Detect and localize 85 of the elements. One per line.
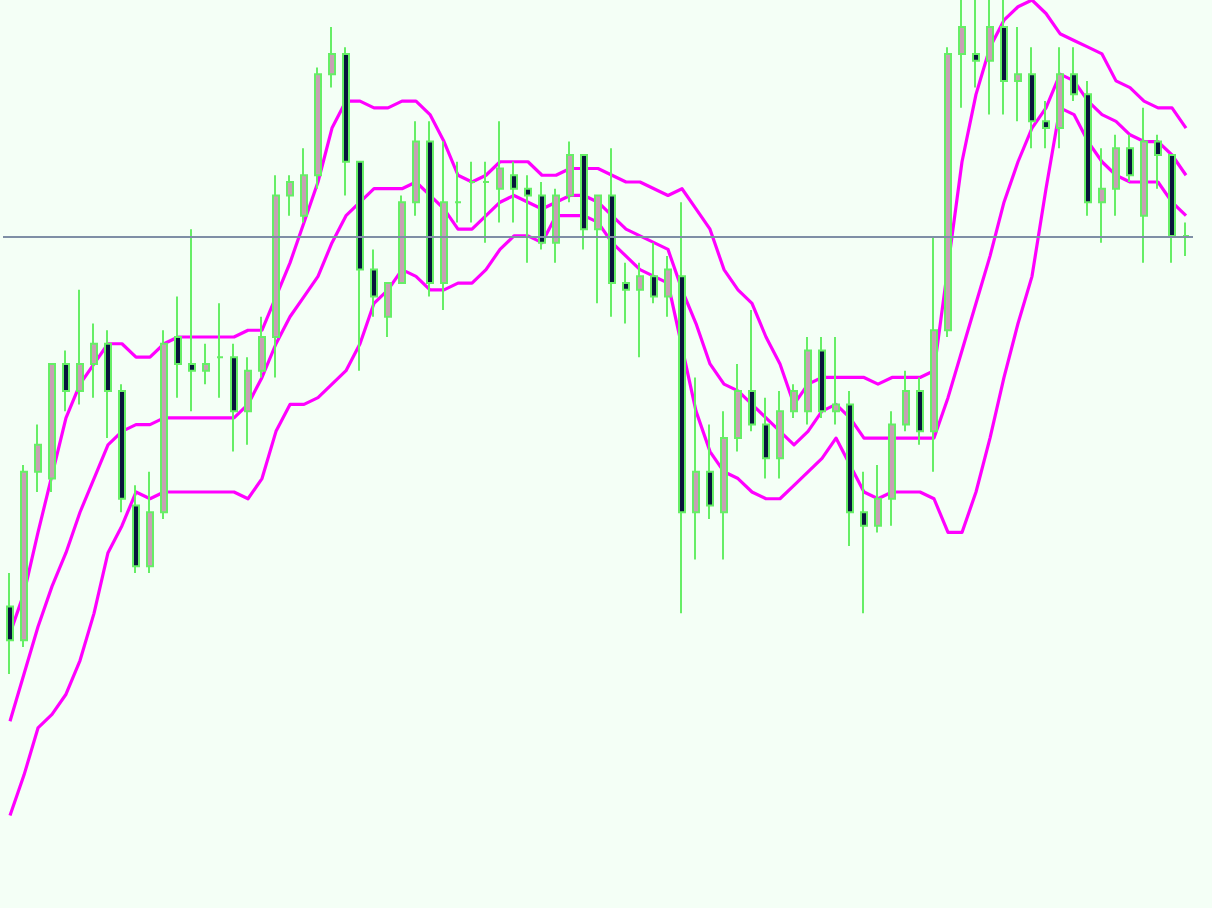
candlestick — [314, 66, 322, 190]
candlestick — [230, 342, 238, 453]
candlestick — [146, 470, 154, 574]
candlestick — [622, 261, 630, 325]
candlestick — [286, 174, 294, 217]
candlestick — [790, 383, 798, 419]
candlestick — [692, 376, 700, 561]
candlestick — [804, 336, 812, 426]
candlestick — [510, 160, 518, 224]
candlestick — [398, 194, 406, 285]
candlestick — [20, 464, 28, 649]
candlestick — [328, 25, 336, 89]
candlestick — [608, 147, 616, 318]
candlestick — [846, 389, 854, 547]
candlestick — [888, 410, 896, 527]
candlestick — [538, 180, 546, 251]
candlestick — [916, 376, 924, 446]
candlestick — [118, 383, 126, 514]
candlestick — [1168, 154, 1176, 264]
candlestick — [482, 160, 490, 244]
candlestick — [132, 484, 140, 574]
candlestick — [1098, 147, 1106, 244]
candlestick — [48, 362, 56, 494]
candlestick — [202, 342, 210, 386]
candlestick — [426, 120, 434, 298]
candlestick — [776, 389, 784, 480]
candlestick — [188, 228, 196, 413]
candlestick — [300, 147, 308, 224]
candlestick — [552, 187, 560, 264]
candlestick — [1056, 46, 1064, 150]
candlestick — [1182, 221, 1190, 258]
candlestick — [650, 241, 658, 305]
candlestick — [412, 120, 420, 217]
candlestick — [174, 295, 182, 399]
candlestick — [454, 160, 462, 224]
candlestick — [734, 362, 742, 453]
candlestick — [258, 315, 266, 379]
candlestick — [1112, 133, 1120, 217]
candlestick — [762, 396, 770, 480]
candlestick — [76, 288, 84, 406]
candlestick — [104, 329, 112, 440]
candlestick — [160, 329, 168, 520]
candlestick — [1070, 46, 1078, 103]
candlestick — [972, 0, 980, 89]
candlestick — [468, 160, 476, 224]
candlestick — [524, 174, 532, 264]
candlestick — [860, 470, 868, 615]
candlestick — [370, 248, 378, 318]
candlestick — [1000, 0, 1008, 116]
candlestick — [706, 423, 714, 520]
candlestick — [34, 423, 42, 494]
candlestick — [818, 336, 826, 419]
candlestick — [440, 140, 448, 312]
candlestick — [944, 46, 952, 338]
candlestick — [832, 336, 840, 426]
candlestick — [1140, 106, 1148, 264]
candlestick — [356, 160, 364, 372]
candlestick — [90, 322, 98, 399]
candlestick — [748, 309, 756, 433]
candlestick — [1154, 133, 1162, 190]
candlestick — [958, 0, 966, 109]
candlestick — [636, 261, 644, 359]
candlestick — [272, 174, 280, 379]
candlestick — [342, 46, 350, 197]
candlestick — [930, 234, 938, 473]
candlestick — [1028, 46, 1036, 150]
candlestick — [580, 154, 588, 251]
candlestick — [244, 356, 252, 446]
candlestick — [678, 201, 686, 615]
candlestick — [496, 120, 504, 224]
candlestick — [6, 571, 14, 675]
candlestick — [902, 369, 910, 433]
candlestick — [986, 0, 994, 116]
candlestick — [62, 349, 70, 413]
candlestick — [1042, 100, 1050, 150]
candlestick — [1084, 79, 1092, 217]
candlestick — [594, 194, 602, 305]
candlestick — [566, 140, 574, 204]
candlestick — [1014, 25, 1022, 123]
candlestick — [720, 410, 728, 561]
candlestick — [216, 302, 224, 399]
candlestick — [664, 255, 672, 318]
candlestick — [1126, 133, 1134, 183]
candlestick — [384, 282, 392, 338]
candlestick — [874, 464, 882, 534]
